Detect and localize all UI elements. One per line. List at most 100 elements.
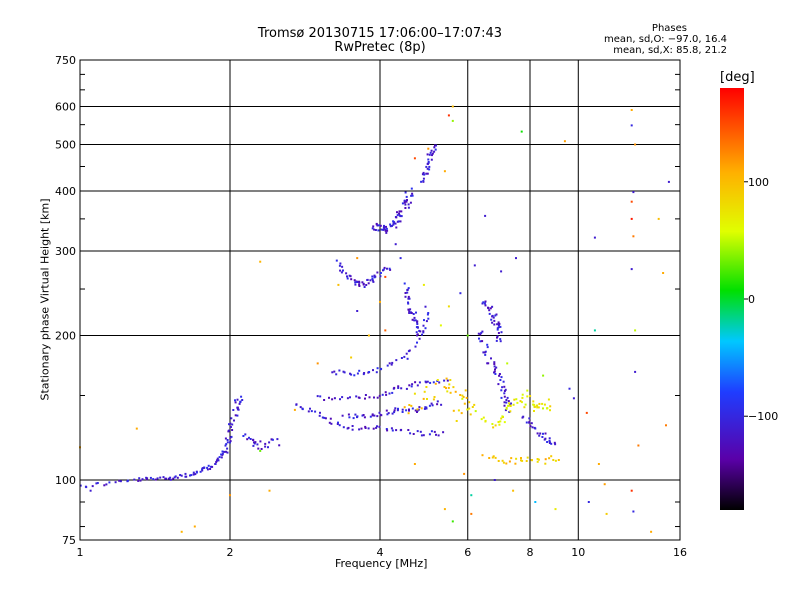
scatter-point	[373, 228, 376, 231]
scatter-point	[351, 428, 354, 431]
scatter-point	[483, 302, 486, 305]
scatter-point	[321, 416, 324, 419]
scatter-point	[434, 382, 437, 385]
scatter-point	[347, 426, 350, 429]
scatter-point	[397, 385, 400, 388]
scatter-point	[358, 283, 361, 286]
scatter-point	[536, 460, 539, 463]
scatter-point	[632, 235, 635, 238]
scatter-point	[229, 440, 232, 443]
scatter-point	[400, 210, 403, 213]
scatter-point	[411, 318, 414, 321]
x-tick-label: 2	[227, 546, 234, 559]
scatter-point	[388, 267, 391, 270]
scatter-point	[451, 520, 454, 523]
scatter-point	[632, 510, 635, 513]
scatter-point	[542, 374, 545, 377]
scatter-point	[496, 335, 499, 338]
scatter-point	[396, 214, 399, 217]
scatter-point	[397, 387, 400, 389]
scatter-point	[533, 410, 535, 412]
scatter-point	[404, 203, 407, 206]
scatter-point	[498, 374, 501, 377]
x-tick-label: 10	[571, 546, 585, 559]
scatter-point	[226, 439, 229, 441]
scatter-point	[89, 489, 92, 492]
scatter-point	[535, 404, 538, 407]
scatter-point	[363, 416, 366, 419]
y-tick-label: 75	[62, 534, 76, 547]
scatter-point	[498, 322, 501, 325]
scatter-point	[271, 438, 274, 441]
scatter-point	[466, 334, 469, 337]
scatter-point	[398, 210, 401, 213]
scatter-point	[316, 395, 319, 398]
scatter-point	[546, 441, 549, 443]
scatter-point	[369, 279, 372, 282]
scatter-point	[432, 381, 435, 384]
scatter-point	[420, 434, 423, 437]
scatter-point	[383, 266, 386, 269]
scatter-point	[630, 124, 633, 127]
scatter-point	[385, 231, 388, 234]
scatter-point	[436, 403, 439, 406]
scatter-point	[400, 357, 403, 359]
scatter-point	[526, 456, 529, 459]
scatter-point	[403, 199, 406, 202]
scatter-point	[514, 462, 517, 465]
scatter-point	[404, 295, 407, 298]
scatter-point	[180, 530, 183, 533]
scatter-point	[211, 465, 214, 468]
scatter-point	[420, 180, 423, 183]
scatter-point	[244, 433, 247, 436]
scatter-point	[492, 455, 495, 458]
scatter-point	[433, 150, 436, 153]
scatter-point	[407, 412, 410, 415]
scatter-point	[192, 471, 195, 474]
scatter-point	[223, 450, 226, 453]
scatter-point	[416, 384, 419, 387]
scatter-point	[525, 460, 528, 462]
scatter-points	[79, 105, 670, 533]
scatter-point	[529, 425, 532, 428]
scatter-point	[337, 283, 340, 286]
scatter-point	[393, 411, 396, 414]
scatter-point	[494, 424, 497, 427]
scatter-point	[422, 434, 425, 437]
scatter-point	[630, 268, 633, 271]
scatter-point	[413, 463, 416, 465]
scatter-point	[270, 438, 273, 441]
scatter-point	[502, 461, 505, 464]
scatter-point	[394, 407, 397, 410]
scatter-point	[430, 430, 433, 433]
scatter-point	[537, 458, 540, 461]
scatter-point	[505, 407, 508, 410]
scatter-point	[260, 448, 263, 450]
scatter-point	[426, 167, 429, 170]
scatter-point	[548, 442, 551, 444]
scatter-point	[549, 405, 552, 408]
scatter-point	[541, 436, 544, 438]
scatter-point	[206, 466, 209, 469]
scatter-point	[133, 478, 136, 481]
y-tick-label: 200	[55, 330, 76, 343]
scatter-point	[295, 403, 298, 406]
scatter-point	[394, 222, 397, 225]
scatter-point	[428, 165, 431, 168]
scatter-point	[516, 401, 519, 404]
scatter-point	[231, 429, 234, 431]
scatter-point	[372, 427, 375, 430]
scatter-point	[405, 387, 408, 390]
scatter-point	[422, 171, 425, 174]
scatter-point	[407, 308, 410, 311]
scatter-point	[416, 411, 418, 413]
scatter-point	[503, 390, 506, 392]
scatter-point	[430, 402, 433, 405]
scatter-point	[335, 373, 338, 376]
scatter-point	[253, 442, 256, 445]
scatter-point	[410, 194, 413, 197]
colorbar-tick-label: 100	[748, 176, 769, 189]
scatter-point	[466, 408, 469, 411]
scatter-point	[396, 409, 399, 412]
scatter-point	[630, 200, 633, 203]
